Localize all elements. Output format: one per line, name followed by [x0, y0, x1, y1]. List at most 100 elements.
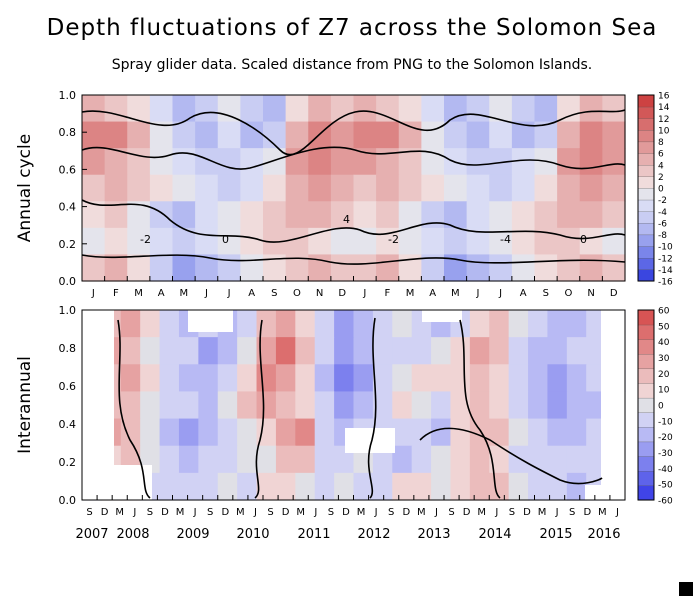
no-data-region [601, 310, 625, 500]
heatmap-cell [104, 148, 128, 176]
colorbar-interannual-swatch [637, 426, 655, 443]
heatmap-cell [217, 418, 238, 447]
heatmap-cell [528, 472, 549, 501]
year-label: 2011 [297, 527, 330, 542]
heatmap-cell [508, 337, 529, 365]
heatmap-cell [217, 201, 241, 229]
heatmap-cell [557, 121, 581, 149]
heatmap-cell [263, 174, 287, 202]
heatmap-cell [353, 472, 374, 501]
x-tick-label: D [338, 288, 346, 299]
heatmap-cell [237, 337, 258, 365]
colorbar-interannual-label: 0 [658, 402, 664, 412]
heatmap-cell [489, 95, 513, 123]
contour-line [117, 319, 151, 499]
heatmap-cell [285, 227, 309, 256]
heatmap-cell [372, 364, 393, 393]
heatmap-cell [353, 254, 377, 282]
colorbar-annual-swatch [637, 234, 655, 247]
colorbar-interannual-swatch [637, 353, 655, 370]
heatmap-cell [198, 445, 219, 474]
colorbar-annual-swatch [637, 152, 655, 166]
heatmap-cell [466, 174, 490, 202]
x-tick-label: J [615, 507, 619, 518]
x-tick-label: D [342, 507, 350, 518]
x-tick-label: D [610, 288, 618, 299]
heatmap-cell [120, 391, 141, 420]
heatmap-cell [285, 201, 309, 229]
heatmap-cell [237, 364, 258, 393]
colorbar-annual-swatch [637, 269, 655, 282]
heatmap-cell [120, 418, 141, 447]
x-tick-label: J [434, 507, 438, 518]
heatmap-cell [314, 445, 335, 474]
heatmap-cell [275, 445, 296, 474]
contour-line [254, 319, 265, 499]
y-tick-label: 0.4 [59, 201, 77, 214]
heatmap-cell [285, 254, 309, 282]
heatmap-cell [82, 148, 106, 176]
heatmap-cell [547, 310, 568, 338]
heatmap-cell [82, 227, 106, 256]
heatmap-cell [421, 95, 445, 123]
heatmap-cell [398, 174, 422, 202]
heatmap-cell [149, 121, 174, 149]
heatmap-cell [263, 254, 287, 282]
heatmap-cell [104, 95, 128, 123]
heatmap-cell [285, 121, 309, 149]
heatmap-cell [217, 254, 241, 282]
heatmap-cell [275, 472, 296, 501]
y-tick-label: 0.8 [59, 342, 77, 355]
heatmap-cell [566, 445, 587, 474]
colorbar-annual-swatch [637, 176, 655, 189]
heatmap-cell [330, 201, 355, 229]
heatmap-cell [466, 254, 490, 282]
heatmap-cell [178, 337, 199, 365]
colorbar-annual-swatch [637, 245, 655, 259]
heatmap-cell [566, 337, 587, 365]
heatmap-cell [392, 337, 413, 365]
heatmap-cell [511, 148, 536, 176]
heatmap-cell [240, 254, 264, 282]
heatmap-cell [489, 148, 513, 176]
x-tick-label: M [115, 507, 124, 518]
year-label: 2008 [116, 527, 149, 542]
heatmap-cell [217, 174, 241, 202]
colorbar-interannual-swatch [637, 324, 655, 340]
heatmap-cell [140, 364, 161, 393]
heatmap-cell [392, 364, 413, 393]
heatmap-cell [334, 337, 355, 365]
x-tick-label: J [475, 288, 479, 299]
heatmap-cell [159, 418, 180, 447]
corner-marker [679, 582, 693, 596]
heatmap-cell [263, 201, 287, 229]
x-tick-label: J [362, 288, 366, 299]
x-tick-label: M [451, 288, 460, 299]
y-tick-label: 0.2 [59, 238, 77, 251]
heatmap-cell [602, 95, 626, 123]
heatmap-cell [602, 254, 626, 282]
heatmap-cell [127, 227, 151, 256]
heatmap-cell [149, 174, 174, 202]
heatmap-cell [489, 445, 510, 474]
heatmap-cell [547, 472, 568, 501]
contour-line [81, 254, 626, 265]
x-tick-label: A [520, 288, 527, 299]
colorbar-annual-label: 2 [658, 173, 664, 183]
heatmap-cell [172, 201, 196, 229]
heatmap-cell [489, 310, 510, 338]
heatmap-cell [579, 121, 603, 149]
year-label: 2016 [587, 527, 620, 542]
heatmap-cell [295, 445, 316, 474]
heatmap-cell [376, 201, 400, 229]
colorbar-annual-frame [637, 94, 655, 282]
x-tick-label: S [448, 507, 454, 518]
colorbar-annual-swatch [637, 129, 655, 143]
x-tick-label: S [543, 288, 549, 299]
x-tick-label: D [101, 507, 109, 518]
heatmap-cell [528, 391, 549, 420]
colorbar-interannual-swatch [637, 441, 655, 457]
heatmap-cell [528, 310, 549, 338]
heatmap-cell [534, 95, 558, 123]
